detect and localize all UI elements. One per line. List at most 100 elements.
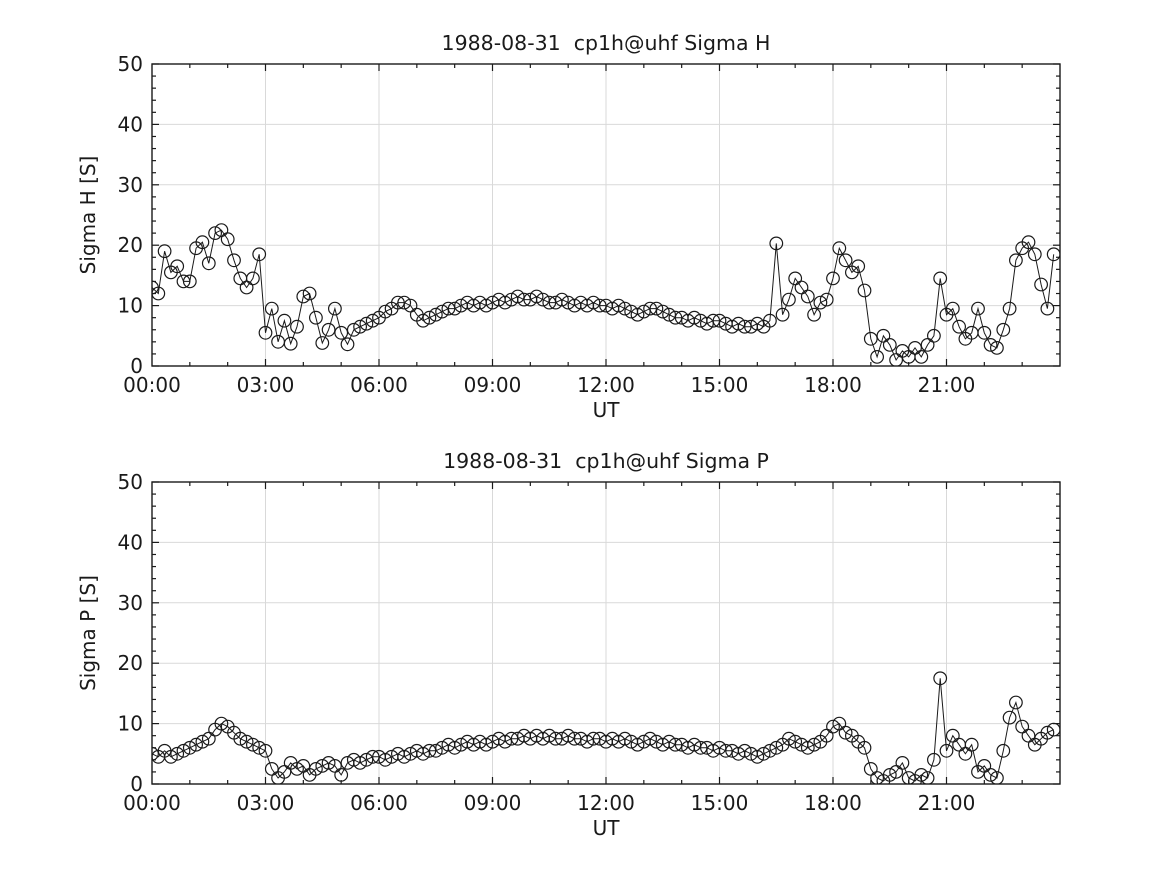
- data-point: [290, 762, 304, 776]
- data-point: [826, 271, 840, 286]
- data-point: [769, 236, 784, 251]
- data-point: [152, 286, 166, 301]
- data-point: [800, 289, 815, 304]
- x-tick-label: 18:00: [804, 791, 862, 815]
- data-point: [1009, 253, 1023, 268]
- data-point: [447, 740, 462, 755]
- data-point: [170, 746, 185, 761]
- data-point: [832, 241, 847, 256]
- data-point: [687, 737, 702, 752]
- data-point: [542, 295, 557, 310]
- data-point: [498, 295, 513, 310]
- data-point: [800, 740, 815, 755]
- data-point: [201, 256, 216, 271]
- data-point: [882, 338, 897, 352]
- data-point: [927, 328, 941, 343]
- data-point: [863, 331, 878, 346]
- data-point: [321, 322, 336, 337]
- data-point: [561, 728, 576, 743]
- data-point: [517, 292, 531, 307]
- x-tick-label: 09:00: [464, 791, 522, 815]
- y-tick-label: 50: [118, 470, 143, 494]
- data-point: [189, 737, 204, 752]
- x-tick-label: 18:00: [804, 373, 862, 397]
- data-point: [983, 338, 998, 352]
- data-point: [668, 310, 683, 325]
- data-point: [983, 768, 998, 782]
- data-point: [700, 316, 714, 331]
- data-point: [1034, 277, 1048, 292]
- data-point: [838, 725, 853, 740]
- data-point: [1002, 710, 1017, 725]
- data-point: [737, 319, 752, 334]
- data-point: [687, 310, 702, 325]
- data-point: [643, 731, 657, 746]
- data-point: [542, 728, 557, 743]
- data-point: [737, 743, 752, 758]
- data-point: [939, 743, 954, 758]
- data-point: [529, 289, 544, 304]
- data-point: [252, 247, 267, 262]
- data-point: [309, 310, 323, 325]
- x-tick-label: 03:00: [237, 373, 295, 397]
- series-line: [152, 678, 1054, 782]
- data-point: [712, 313, 727, 328]
- data-point: [706, 313, 721, 328]
- data-point: [321, 756, 336, 770]
- x-tick-label: 21:00: [918, 791, 976, 815]
- data-point: [555, 292, 569, 307]
- data-point: [807, 307, 821, 322]
- x-axis-label-ut-bottom: UT: [592, 816, 620, 840]
- data-point: [630, 737, 645, 752]
- data-point: [353, 756, 368, 770]
- data-point: [945, 301, 960, 316]
- data-point: [479, 298, 494, 313]
- data-point: [914, 350, 929, 364]
- x-tick-label: 12:00: [577, 373, 635, 397]
- data-point: [416, 746, 431, 761]
- data-point: [435, 304, 450, 319]
- x-tick-label: 00:00: [123, 791, 181, 815]
- data-point: [510, 289, 525, 304]
- data-point: [586, 295, 601, 310]
- data-point: [611, 298, 626, 313]
- data-point: [220, 232, 235, 247]
- data-point: [296, 289, 311, 304]
- data-point: [952, 319, 966, 334]
- data-point: [782, 292, 796, 307]
- data-point: [592, 298, 607, 313]
- data-point: [309, 762, 323, 776]
- data-point: [636, 304, 651, 319]
- data-point: [176, 274, 191, 289]
- x-tick-label: 15:00: [691, 791, 749, 815]
- x-tick-label: 12:00: [577, 791, 635, 815]
- data-point: [782, 731, 796, 746]
- data-point: [536, 292, 550, 307]
- data-point: [882, 768, 897, 782]
- data-point: [504, 731, 519, 746]
- data-point: [441, 301, 456, 316]
- x-tick-label: 09:00: [464, 373, 522, 397]
- data-point: [334, 325, 349, 340]
- y-tick-label: 30: [118, 591, 143, 615]
- data-point: [365, 749, 380, 764]
- y-tick-label: 40: [118, 530, 143, 554]
- data-point: [718, 743, 733, 758]
- data-point: [775, 307, 790, 322]
- data-point: [157, 244, 172, 259]
- data-point: [857, 740, 872, 755]
- data-point: [643, 301, 657, 316]
- data-point: [391, 295, 405, 310]
- series-group: [152, 223, 1060, 366]
- data-point: [914, 768, 929, 782]
- data-point: [176, 743, 191, 758]
- panel-1: 00:00 03:00 06:00 09:00 12:00 15:00 18:00 21:00…: [118, 470, 1061, 815]
- data-point: [170, 259, 185, 274]
- data-point: [315, 336, 330, 350]
- data-point: [920, 771, 935, 784]
- data-point: [964, 737, 979, 752]
- data-point: [618, 301, 632, 316]
- data-point: [1009, 695, 1023, 710]
- x-tick-label: 21:00: [918, 373, 976, 397]
